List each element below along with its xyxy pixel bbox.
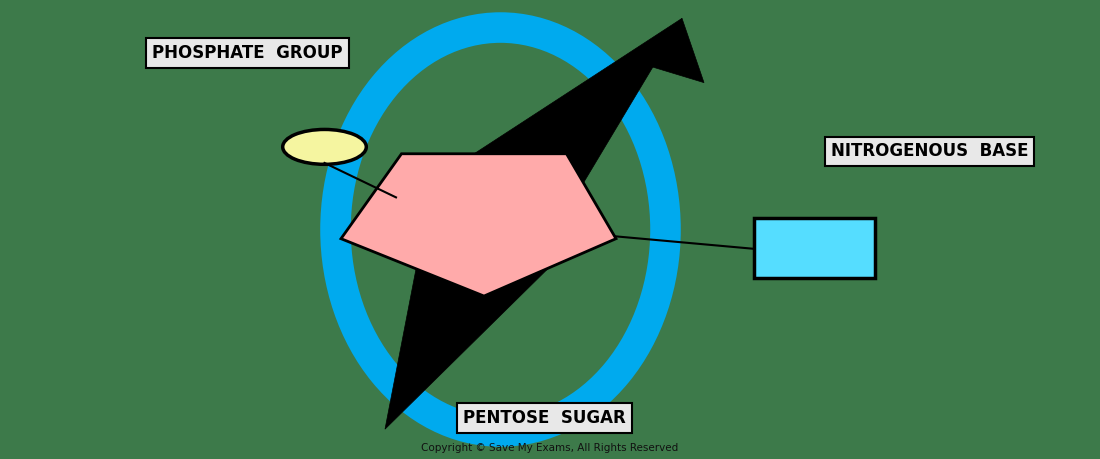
Text: Copyright © Save My Exams, All Rights Reserved: Copyright © Save My Exams, All Rights Re…	[421, 442, 679, 453]
Text: PHOSPHATE  GROUP: PHOSPHATE GROUP	[152, 44, 343, 62]
Polygon shape	[385, 202, 583, 429]
Polygon shape	[341, 154, 616, 296]
Text: PENTOSE  SUGAR: PENTOSE SUGAR	[463, 409, 626, 427]
Text: NITROGENOUS  BASE: NITROGENOUS BASE	[830, 142, 1028, 161]
Polygon shape	[644, 18, 704, 83]
Bar	[754, 218, 875, 278]
Polygon shape	[429, 18, 682, 202]
Circle shape	[283, 129, 366, 164]
